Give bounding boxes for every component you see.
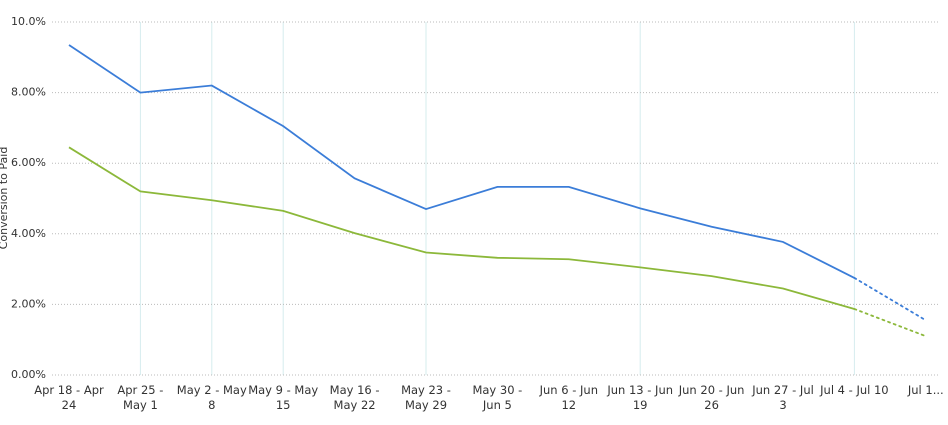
series-line-projected	[853, 277, 927, 322]
series-line	[68, 44, 855, 279]
x-tick-label: Apr 18 - Apr 24	[34, 383, 104, 412]
x-tick-label: May 23 - May 29	[401, 383, 451, 412]
x-tick-label: Apr 25 - May 1	[117, 383, 164, 412]
y-axis-label: Conversion to Paid	[0, 147, 10, 250]
y-tick-label: 10.0%	[11, 15, 46, 28]
y-tick-label: 2.00%	[11, 297, 46, 310]
series-line	[68, 146, 855, 310]
x-tick-label: Jul 4 - Jul 10	[820, 383, 889, 397]
x-tick-label: Jun 13 - Jun 19	[607, 383, 674, 412]
y-tick-label: 0.00%	[11, 368, 46, 381]
x-tick-label: Jul 1...	[907, 383, 944, 397]
y-tick-label: 8.00%	[11, 86, 46, 99]
y-tick-label: 6.00%	[11, 156, 46, 169]
x-tick-label: Jun 27 - Jul 3	[752, 383, 814, 412]
x-tick-label: May 30 - Jun 5	[472, 383, 523, 412]
series-line-projected	[853, 308, 927, 338]
x-tick-label: May 9 - May 15	[248, 383, 319, 412]
x-tick-label: Jun 6 - Jun 12	[539, 383, 598, 412]
y-tick-label: 4.00%	[11, 227, 46, 240]
x-tick-label: Jun 20 - Jun 26	[678, 383, 745, 412]
x-tick-label: May 16 - May 22	[329, 383, 380, 412]
x-tick-label: May 2 - May 8	[176, 383, 247, 412]
